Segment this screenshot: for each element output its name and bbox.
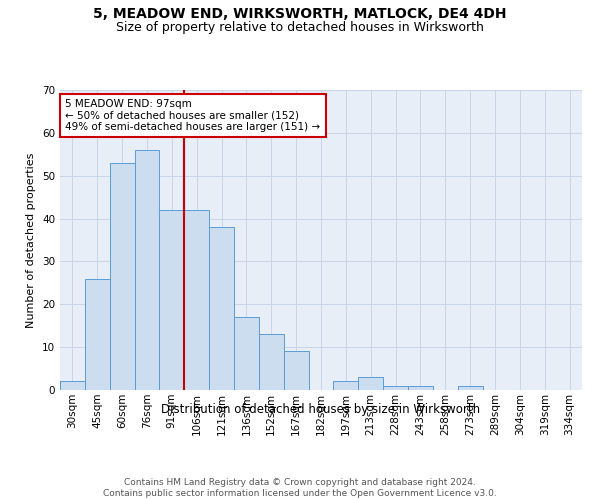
Bar — [60, 382, 85, 390]
Bar — [184, 210, 209, 390]
Bar — [259, 334, 284, 390]
Bar — [110, 163, 134, 390]
Bar — [383, 386, 408, 390]
Bar — [358, 377, 383, 390]
Bar — [134, 150, 160, 390]
Y-axis label: Number of detached properties: Number of detached properties — [26, 152, 37, 328]
Bar — [209, 227, 234, 390]
Bar — [234, 317, 259, 390]
Text: 5 MEADOW END: 97sqm
← 50% of detached houses are smaller (152)
49% of semi-detac: 5 MEADOW END: 97sqm ← 50% of detached ho… — [65, 99, 320, 132]
Bar — [284, 352, 308, 390]
Text: Distribution of detached houses by size in Wirksworth: Distribution of detached houses by size … — [161, 402, 481, 415]
Text: 5, MEADOW END, WIRKSWORTH, MATLOCK, DE4 4DH: 5, MEADOW END, WIRKSWORTH, MATLOCK, DE4 … — [93, 8, 507, 22]
Bar — [334, 382, 358, 390]
Bar — [408, 386, 433, 390]
Text: Contains HM Land Registry data © Crown copyright and database right 2024.
Contai: Contains HM Land Registry data © Crown c… — [103, 478, 497, 498]
Bar — [160, 210, 184, 390]
Bar — [85, 278, 110, 390]
Bar — [458, 386, 482, 390]
Text: Size of property relative to detached houses in Wirksworth: Size of property relative to detached ho… — [116, 21, 484, 34]
